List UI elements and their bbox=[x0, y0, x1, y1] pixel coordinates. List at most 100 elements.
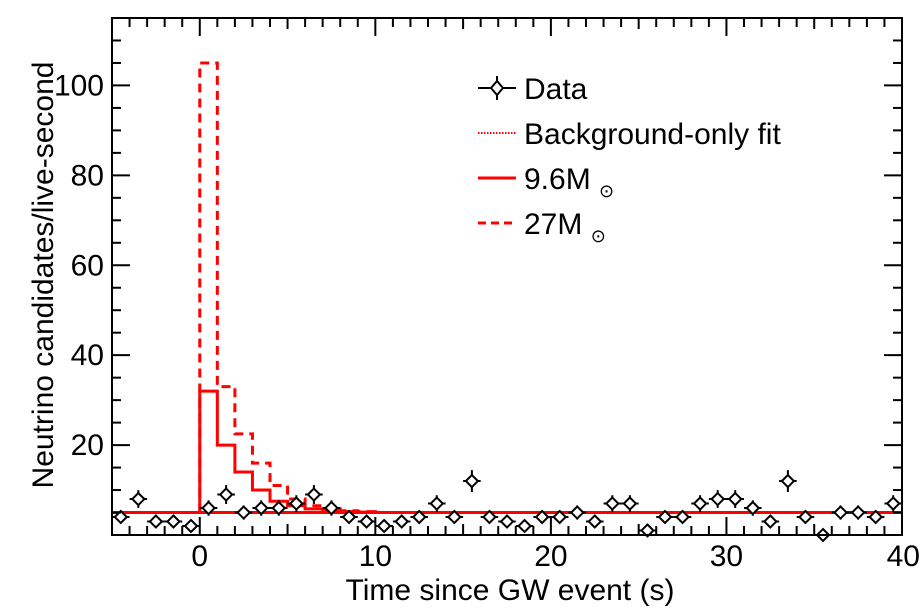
data-point bbox=[199, 500, 218, 516]
data-point bbox=[656, 509, 674, 525]
data-marker bbox=[464, 473, 480, 489]
data-marker bbox=[166, 514, 181, 529]
data-point bbox=[305, 485, 323, 504]
x-tick-label: 10 bbox=[359, 540, 392, 573]
data-marker bbox=[850, 505, 866, 520]
data-point bbox=[357, 514, 376, 529]
data-marker bbox=[130, 491, 146, 507]
plot-area bbox=[112, 61, 902, 543]
data-marker bbox=[868, 509, 884, 525]
data-point bbox=[182, 518, 200, 534]
data-point bbox=[217, 485, 235, 504]
data-marker bbox=[429, 496, 445, 511]
legend-label-27-solar: ⊙ bbox=[591, 226, 606, 246]
data-marker bbox=[517, 518, 532, 534]
data-point bbox=[410, 509, 428, 525]
data-point bbox=[340, 509, 358, 525]
data-marker bbox=[113, 509, 129, 525]
data-marker bbox=[745, 500, 761, 516]
data-marker bbox=[148, 514, 164, 529]
legend-label-9-6-solar: ⊙ bbox=[599, 181, 614, 201]
data-marker bbox=[324, 500, 339, 516]
axes: 0 10 20 30 40 20 40 60 80 100 bbox=[54, 17, 920, 573]
data-marker bbox=[692, 496, 708, 511]
data-marker bbox=[534, 509, 550, 525]
data-point bbox=[164, 514, 183, 529]
data-marker bbox=[411, 509, 427, 525]
data-point bbox=[322, 500, 341, 516]
data-point bbox=[480, 509, 499, 525]
data-point bbox=[515, 518, 534, 534]
data-marker bbox=[394, 514, 410, 529]
data-marker bbox=[341, 509, 357, 525]
x-tick-label: 20 bbox=[534, 540, 567, 573]
data-marker bbox=[622, 496, 638, 511]
x-tick-label: 30 bbox=[710, 540, 743, 573]
data-point bbox=[270, 500, 288, 516]
data-point bbox=[252, 500, 270, 516]
x-tick-label: 0 bbox=[191, 540, 208, 573]
data-point bbox=[744, 500, 762, 516]
data-marker bbox=[569, 505, 585, 520]
data-point bbox=[428, 495, 446, 512]
data-point bbox=[849, 505, 867, 520]
data-marker bbox=[657, 509, 673, 525]
data-marker bbox=[306, 487, 322, 502]
data-point bbox=[621, 495, 639, 512]
plot-frame bbox=[111, 17, 903, 536]
y-tick-label: 80 bbox=[71, 159, 104, 192]
x-axis-title: Time since GW event (s) bbox=[346, 574, 675, 607]
data-point bbox=[638, 523, 657, 538]
data-point bbox=[866, 509, 885, 525]
data-point bbox=[445, 509, 464, 525]
data-marker bbox=[271, 500, 287, 516]
data-marker bbox=[376, 518, 392, 534]
data-point bbox=[796, 509, 815, 525]
data-marker bbox=[798, 509, 813, 525]
data-marker bbox=[446, 509, 462, 525]
data-point bbox=[234, 505, 253, 520]
data-point bbox=[603, 495, 622, 512]
data-point bbox=[673, 509, 692, 525]
data-marker bbox=[253, 500, 269, 516]
data-marker bbox=[482, 509, 497, 525]
data-point bbox=[287, 495, 306, 512]
data-point bbox=[129, 490, 148, 508]
data-point bbox=[831, 505, 850, 520]
data-point bbox=[761, 514, 780, 529]
data-marker bbox=[183, 518, 199, 534]
data-point bbox=[147, 514, 165, 529]
y-tick-label: 20 bbox=[71, 429, 104, 462]
legend-data-marker bbox=[478, 76, 516, 100]
legend: Data Background-only fit 9.6M ⊙ 27M ⊙ bbox=[478, 73, 781, 246]
legend-label-9-6: 9.6M ⊙ bbox=[524, 163, 614, 201]
y-tick-label: 100 bbox=[54, 69, 104, 102]
data-point bbox=[533, 509, 551, 525]
data-marker bbox=[604, 496, 620, 511]
data-marker bbox=[288, 496, 304, 511]
data-marker bbox=[727, 491, 743, 507]
data-marker bbox=[675, 509, 690, 525]
y-tick-label: 60 bbox=[71, 249, 104, 282]
data-marker bbox=[552, 509, 568, 525]
data-marker bbox=[359, 514, 374, 529]
legend-label-data: Data bbox=[524, 73, 588, 106]
data-marker bbox=[885, 496, 901, 511]
data-marker bbox=[236, 505, 252, 520]
data-point bbox=[375, 518, 393, 534]
data-marker bbox=[780, 473, 796, 489]
model-27-curve bbox=[198, 61, 377, 514]
legend-label-27: 27M ⊙ bbox=[524, 208, 606, 246]
data-point bbox=[550, 509, 569, 525]
y-tick-label: 40 bbox=[71, 339, 104, 372]
data-point bbox=[498, 514, 516, 529]
data-marker bbox=[201, 500, 216, 516]
data-marker bbox=[833, 505, 848, 520]
data-point bbox=[726, 490, 744, 508]
data-point bbox=[779, 470, 797, 492]
legend-label-9-6-main: 9.6M bbox=[524, 163, 591, 196]
data-marker bbox=[218, 487, 234, 502]
data-marker bbox=[640, 523, 655, 538]
data-marker bbox=[499, 514, 515, 529]
legend-label-background: Background-only fit bbox=[524, 118, 781, 151]
